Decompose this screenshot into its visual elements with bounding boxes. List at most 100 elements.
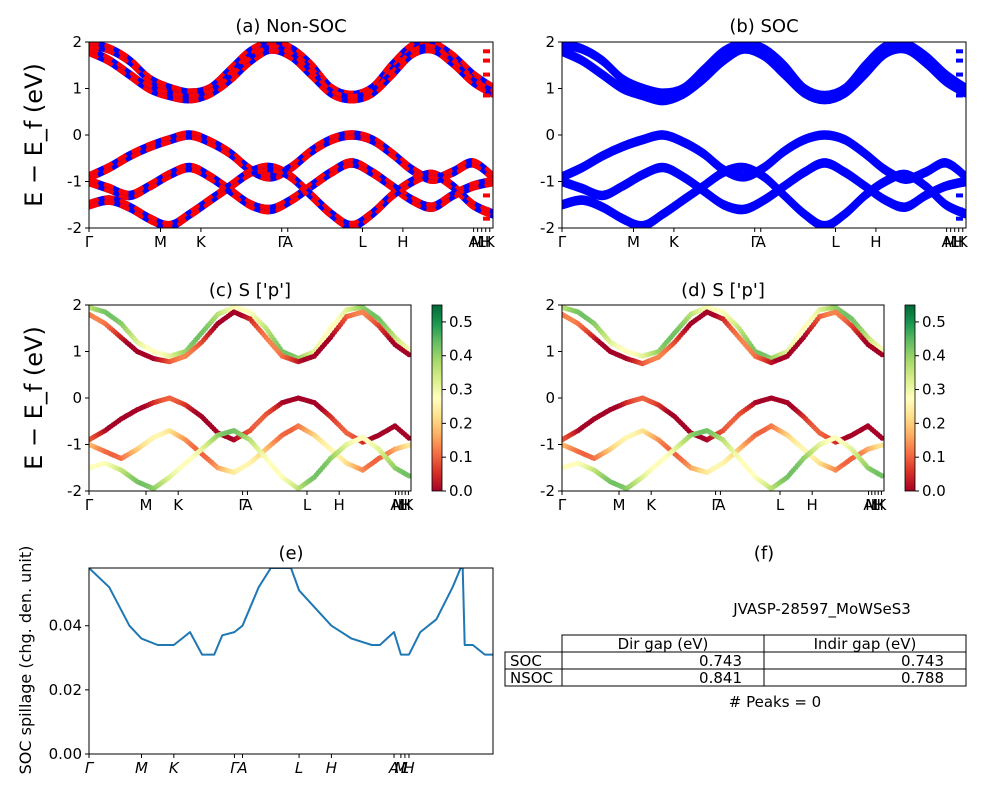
panel-d-ytick-label: 1 (545, 343, 555, 361)
panel-e-xtick-label: Γ (85, 759, 95, 777)
panel-d-xtick-label: K (646, 496, 657, 514)
panel-e-xtick-label: K (169, 759, 180, 777)
panel-a-xtick-label: H (480, 233, 491, 251)
colorbar-gradient (431, 304, 443, 492)
band-line (89, 42, 493, 95)
panel-e-xtick-label: M (394, 759, 407, 777)
band-point (879, 473, 884, 479)
panel-d-xtick-label: L (776, 496, 785, 514)
panel-a-xtick-label: K (196, 233, 207, 251)
panel-b-xtick-label: Γ (558, 233, 567, 251)
panel-c-ytick-label: -2 (67, 482, 82, 500)
panel-c-xtick-label: L (398, 496, 407, 514)
edge-marker (483, 193, 490, 198)
colorbar-tick-label: 0.0 (922, 482, 946, 500)
panel-e-xtick-label: M (135, 759, 148, 777)
panel-c-xtick-label: L (303, 496, 312, 514)
panel-a-xtick-label: A (283, 233, 294, 251)
panel-b-xtick-label: M (627, 233, 640, 251)
panel-b-xtick-label: H (953, 233, 964, 251)
colorbar-gradient (904, 304, 916, 492)
panel-e-ylabel: SOC spillage (chg. den. unit) (16, 546, 35, 775)
colorbar-tick-label: 0.5 (449, 313, 473, 331)
panel-c-title: (c) S ['p'] (209, 280, 291, 301)
band-line (562, 160, 966, 212)
panel-c-xtick-label: A (390, 496, 401, 514)
table-header-label: Indir gap (eV) (814, 635, 917, 653)
panel-a-xtick-label: H (397, 233, 408, 251)
colorbar-c: 0.0 0.1 0.2 0.3 0.4 0.5 (431, 304, 473, 500)
panel-e-frame (88, 567, 494, 755)
edge-marker (956, 58, 963, 63)
table-row-label: SOC (510, 652, 542, 670)
band-line (89, 46, 493, 101)
panel-b-ytick-label: 2 (545, 33, 555, 51)
band-line (89, 43, 493, 98)
edge-marker (483, 93, 490, 98)
colorbar-tick-label: 0.0 (449, 482, 473, 500)
band-line (562, 163, 966, 215)
band-point (879, 435, 884, 441)
panel-a-xtick-label: L (478, 233, 487, 251)
edge-marker (483, 216, 490, 221)
edge-marker (956, 93, 963, 98)
panel-a-ytick-label: 1 (72, 80, 82, 98)
panel-c-xtick-label: H (400, 496, 411, 514)
band-line (562, 43, 966, 100)
panel-b-title: (b) SOC (729, 16, 798, 37)
band-line (89, 162, 493, 225)
band-line (562, 162, 966, 225)
table-row-label: NSOC (510, 669, 553, 687)
panel-b-ytick-label: 0 (545, 126, 555, 144)
panel-c-xtick-label: K (404, 496, 415, 514)
edge-marker (956, 49, 963, 54)
band-line (89, 163, 493, 215)
panel-f-title: (f) (754, 543, 774, 564)
table-indir-gap: 0.788 (901, 669, 944, 687)
panel-e-title: (e) (278, 543, 303, 564)
panel-b-xtick-label: Γ (751, 233, 760, 251)
band-point (406, 435, 411, 441)
panel-c-ytick-label: 1 (72, 343, 82, 361)
panel-c-ytick-label: 2 (72, 296, 82, 314)
edge-marker (483, 72, 490, 77)
panel-c-xtick-label: H (334, 496, 345, 514)
panel-a-frame (88, 41, 494, 229)
panel-d-ytick-label: 2 (545, 296, 555, 314)
band-point (406, 473, 411, 479)
panel-b-frame (561, 41, 967, 229)
material-label: JVASP-28597_MoWSeS3 (732, 600, 911, 619)
panel-d-xtick-label: K (877, 496, 888, 514)
panel-c-xtick-label: M (392, 496, 405, 514)
panel-d-xtick-label: H (807, 496, 818, 514)
band-line (89, 130, 493, 179)
panel-e-xtick-label: L (295, 759, 303, 777)
edge-marker (956, 193, 963, 198)
edge-marker (956, 207, 963, 212)
panel-c-xtick-label: Γ (238, 496, 247, 514)
panel-d-xtick-label: Γ (558, 496, 567, 514)
table-dir-gap: 0.743 (699, 652, 742, 670)
band-point (879, 352, 884, 358)
panel-a-xtick-label: M (471, 233, 484, 251)
panel-a-xtick-label: M (154, 233, 167, 251)
peaks-label: # Peaks = 0 (729, 693, 821, 711)
panel-a-ytick-label: 2 (72, 33, 82, 51)
panel-a-xtick-label: Γ (85, 233, 94, 251)
panel-a-ylabel: E − E_f (eV) (20, 63, 48, 207)
panel-b-xtick-label: H (870, 233, 881, 251)
panel-d-xtick-label: A (863, 496, 874, 514)
panel-b-xtick-label: L (951, 233, 960, 251)
colorbar-tick-label: 0.4 (449, 347, 473, 365)
panel-d-xtick-label: M (613, 496, 626, 514)
band-line (562, 165, 966, 228)
edge-marker (956, 216, 963, 221)
panel-b-xtick-label: L (831, 233, 840, 251)
panel-d-ytick-label: -1 (540, 436, 555, 454)
panel-d-xtick-label: L (871, 496, 880, 514)
panel-b-xtick-label: K (958, 233, 969, 251)
panel-e-ytick-label: 0.02 (49, 681, 82, 699)
